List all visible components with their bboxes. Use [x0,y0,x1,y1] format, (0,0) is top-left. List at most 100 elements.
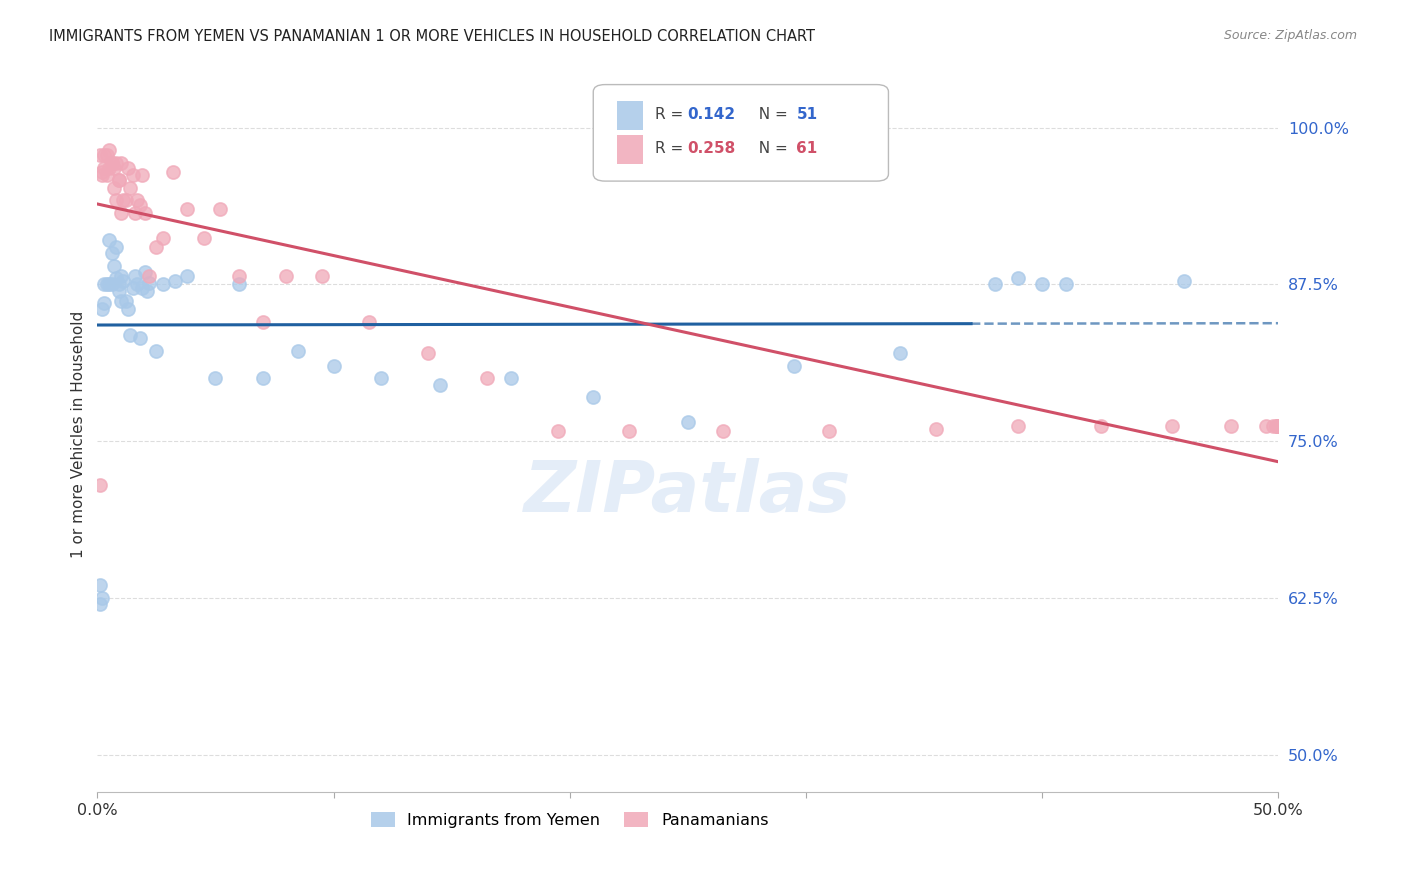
Point [1007,271,1029,285]
Legend: Immigrants from Yemen, Panamanians: Immigrants from Yemen, Panamanians [364,806,775,834]
Point [193,231,215,245]
Point [676,415,699,429]
Point [889,346,911,360]
Point [204,371,226,385]
Point [136,284,159,298]
Point [134,265,156,279]
Point [416,346,439,360]
Point [103,259,125,273]
Point [127,277,149,292]
Point [103,181,125,195]
Point [311,268,333,283]
Point [475,371,498,385]
Point [93,148,115,162]
Point [1267,419,1289,434]
Text: 0.258: 0.258 [688,142,735,156]
Point [120,327,142,342]
Text: Source: ZipAtlas.com: Source: ZipAtlas.com [1223,29,1357,42]
Point [131,281,153,295]
Point [117,302,139,317]
Point [105,240,128,254]
Point [124,268,146,283]
Point [1031,277,1053,292]
Point [152,231,174,245]
Point [276,268,298,283]
Point [107,173,129,187]
Point [287,343,309,358]
Point [924,421,946,435]
Point [983,277,1005,292]
Text: R =: R = [655,142,688,156]
Point [89,597,111,611]
Point [128,198,150,212]
Point [547,424,569,438]
Point [1267,419,1289,434]
Point [105,271,128,285]
Point [107,173,129,187]
Point [322,359,344,373]
Point [110,293,132,308]
Point [176,268,198,283]
Point [1090,419,1112,434]
Text: N =: N = [749,107,793,122]
Point [357,315,380,329]
Point [121,281,143,295]
Point [1219,419,1241,434]
Point [112,194,135,208]
Point [105,194,128,208]
Point [114,293,136,308]
FancyBboxPatch shape [617,101,643,129]
Text: R =: R = [655,107,688,122]
Point [120,181,142,195]
Point [110,268,132,283]
Text: 61: 61 [796,142,818,156]
Point [582,390,605,404]
Point [1160,419,1182,434]
Point [96,277,118,292]
Point [145,240,167,254]
Point [138,276,160,290]
Point [114,194,136,208]
Point [711,424,734,438]
Text: 51: 51 [796,107,817,122]
Text: 0.142: 0.142 [688,107,735,122]
Point [165,274,187,288]
Point [783,359,806,373]
Point [1264,419,1286,434]
Point [124,206,146,220]
Point [1007,419,1029,434]
Point [105,155,128,169]
Point [100,277,122,292]
Point [100,155,122,169]
Point [1263,419,1285,434]
Point [152,277,174,292]
FancyBboxPatch shape [617,136,643,164]
Point [1267,419,1289,434]
Point [91,591,114,605]
Point [1256,419,1278,434]
Point [252,371,274,385]
Point [209,202,232,216]
Point [131,168,153,182]
Point [162,164,184,178]
Point [107,277,129,292]
Point [117,161,139,175]
Point [100,155,122,169]
Point [98,234,121,248]
Point [1054,277,1077,292]
Point [89,478,111,492]
Point [112,274,135,288]
Point [91,164,114,178]
Point [91,302,114,317]
Point [818,424,841,438]
Point [96,168,118,182]
Text: IMMIGRANTS FROM YEMEN VS PANAMANIAN 1 OR MORE VEHICLES IN HOUSEHOLD CORRELATION : IMMIGRANTS FROM YEMEN VS PANAMANIAN 1 OR… [49,29,815,44]
Point [100,246,122,260]
FancyBboxPatch shape [593,85,889,181]
Point [1267,419,1289,434]
Point [252,315,274,329]
Point [107,284,129,298]
Point [121,168,143,182]
Point [91,168,114,182]
Text: N =: N = [749,142,793,156]
